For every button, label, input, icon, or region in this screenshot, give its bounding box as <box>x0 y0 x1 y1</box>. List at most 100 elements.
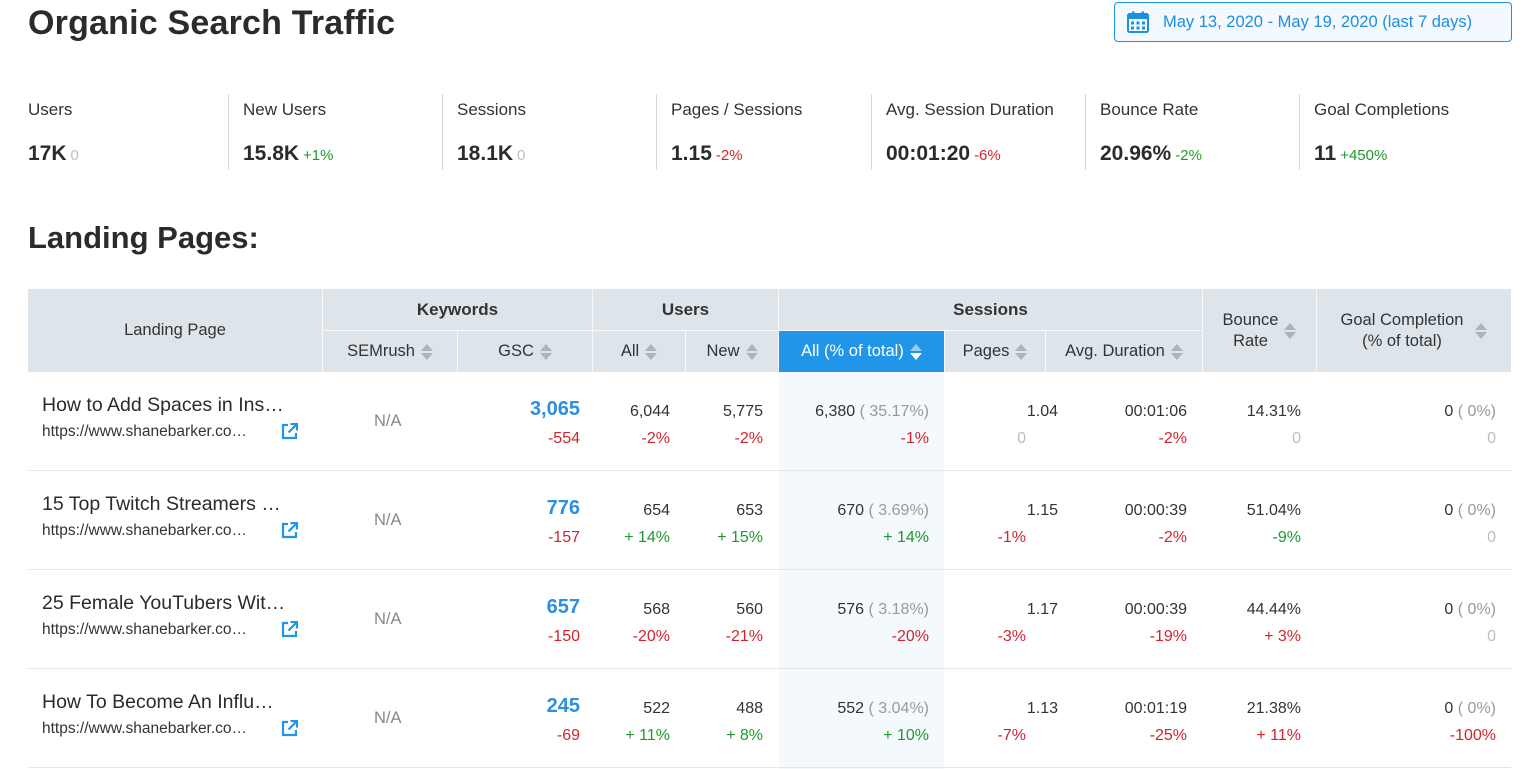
semrush-value: N/A <box>374 610 402 628</box>
landing-page-title[interactable]: 25 Female YouTubers Wit… <box>42 592 286 614</box>
duration-value: 00:01:19 <box>1124 700 1187 717</box>
metric-bounce-rate: Bounce Rate 20.96% -2% <box>1085 94 1299 170</box>
users-new-delta: -2% <box>734 430 763 447</box>
duration-delta: -2% <box>1158 529 1187 546</box>
table-row: 25 Female YouTubers Wit… https://www.sha… <box>28 570 1511 669</box>
gsc-value[interactable]: 776 <box>546 497 580 519</box>
metric-label: Avg. Session Duration <box>886 100 1054 119</box>
landing-page-title[interactable]: 15 Top Twitch Streamers … <box>42 493 281 515</box>
col-bounce-rate[interactable]: Bounce Rate <box>1203 289 1316 372</box>
bounce-delta: -9% <box>1272 529 1301 546</box>
semrush-value: N/A <box>374 709 402 727</box>
goal-value: 0 ( 0%) <box>1444 403 1496 420</box>
metric-delta: -2% <box>715 147 743 164</box>
header-divider <box>1316 289 1317 372</box>
bounce-value: 51.04% <box>1246 502 1301 519</box>
users-all-value: 6,044 <box>629 403 670 420</box>
users-all-delta: + 14% <box>624 529 670 546</box>
gsc-delta: -554 <box>547 430 580 447</box>
pages-value: 1.13 <box>1026 700 1058 717</box>
group-keywords: Keywords <box>416 299 499 319</box>
metric-avg-session-duration: Avg. Session Duration 00:01:20 -6% <box>871 94 1085 170</box>
gsc-delta: -150 <box>547 628 580 645</box>
goal-value: 0 ( 0%) <box>1444 601 1496 618</box>
goal-value: 0 ( 0%) <box>1444 700 1496 717</box>
header-divider <box>944 331 945 372</box>
goal-delta: 0 <box>1487 529 1496 546</box>
pages-delta: -7% <box>997 727 1026 744</box>
date-range-button[interactable]: May 13, 2020 - May 19, 2020 (last 7 days… <box>1114 2 1512 42</box>
metric-value: 1.15 <box>671 142 712 165</box>
external-link-icon[interactable] <box>281 621 298 638</box>
landing-page-url: https://www.shanebarker.co… <box>42 423 248 440</box>
pages-delta: 0 <box>1017 430 1026 447</box>
col-semrush[interactable]: SEMrush <box>323 331 457 372</box>
semrush-value: N/A <box>374 412 402 430</box>
sort-icon <box>1475 322 1488 339</box>
external-link-icon[interactable] <box>281 522 298 539</box>
metric-delta: 0 <box>517 147 526 164</box>
header-divider <box>1045 331 1046 372</box>
metric-divider <box>228 94 229 170</box>
sessions-delta: + 14% <box>883 529 929 546</box>
header-divider <box>685 331 686 372</box>
sort-icon <box>745 343 758 360</box>
users-new-delta: + 8% <box>726 727 763 744</box>
metric-new-users: New Users 15.8K +1% <box>228 94 442 170</box>
users-new-value: 560 <box>736 601 763 618</box>
header-divider <box>323 330 1202 331</box>
gsc-value[interactable]: 3,065 <box>529 398 580 420</box>
gsc-value[interactable]: 245 <box>546 695 580 717</box>
date-range-label: May 13, 2020 - May 19, 2020 (last 7 days… <box>1163 12 1473 31</box>
pages-value: 1.17 <box>1026 601 1058 618</box>
metric-divider <box>442 94 443 170</box>
semrush-value: N/A <box>374 511 402 529</box>
metric-value: 17K <box>28 142 67 165</box>
pages-value: 1.15 <box>1026 502 1058 519</box>
metric-label: Sessions <box>457 100 526 119</box>
users-all-delta: -2% <box>641 430 670 447</box>
duration-value: 00:00:39 <box>1124 601 1187 618</box>
users-all-value: 522 <box>643 700 670 717</box>
metric-value: 00:01:20 <box>886 142 971 165</box>
landing-page-url: https://www.shanebarker.co… <box>42 621 248 638</box>
users-all-delta: -20% <box>632 628 670 645</box>
col-sessions-all[interactable]: All (% of total) <box>779 331 944 372</box>
bounce-delta: + 3% <box>1264 628 1301 645</box>
goal-percent: ( 0%) <box>1457 700 1496 717</box>
sessions-delta: + 10% <box>883 727 929 744</box>
metric-divider <box>1299 94 1300 170</box>
landing-page-title[interactable]: How to Add Spaces in Ins… <box>42 394 284 416</box>
col-goal-completion[interactable]: Goal Completion (% of total) <box>1317 289 1511 372</box>
metric-value: 15.8K <box>243 142 300 165</box>
metric-delta: +450% <box>1340 147 1388 164</box>
goal-percent: ( 0%) <box>1457 403 1496 420</box>
external-link-icon[interactable] <box>281 423 298 440</box>
landing-page-url: https://www.shanebarker.co… <box>42 720 248 737</box>
external-link-icon[interactable] <box>281 720 298 737</box>
sort-icon <box>539 343 552 360</box>
col-landing-page: Landing Page <box>124 321 226 340</box>
col-users-all[interactable]: All <box>593 331 685 372</box>
col-gsc[interactable]: GSC <box>458 331 592 372</box>
landing-page-title[interactable]: How To Become An Influ… <box>42 691 274 713</box>
users-new-value: 653 <box>736 502 763 519</box>
bounce-delta: 0 <box>1292 430 1301 447</box>
gsc-delta: -157 <box>547 529 580 546</box>
col-avg-duration[interactable]: Avg. Duration <box>1046 331 1202 372</box>
sessions-percent: ( 35.17%) <box>859 403 929 420</box>
landing-pages-title: Landing Pages: <box>28 220 259 255</box>
goal-delta: 0 <box>1487 430 1496 447</box>
sort-icon <box>645 343 658 360</box>
gsc-value[interactable]: 657 <box>546 596 580 618</box>
calendar-icon <box>1127 11 1149 33</box>
bounce-value: 44.44% <box>1246 601 1301 618</box>
col-sessions-pages[interactable]: Pages <box>945 331 1045 372</box>
table-row: How To Become An Influ… https://www.shan… <box>28 669 1511 768</box>
pages-delta: -3% <box>997 628 1026 645</box>
col-users-new[interactable]: New <box>686 331 778 372</box>
pages-value: 1.04 <box>1026 403 1058 420</box>
metric-sessions: Sessions 18.1K 0 <box>442 94 656 170</box>
table-row: How to Add Spaces in Ins… https://www.sh… <box>28 372 1511 471</box>
sessions-percent: ( 3.04%) <box>868 700 929 717</box>
